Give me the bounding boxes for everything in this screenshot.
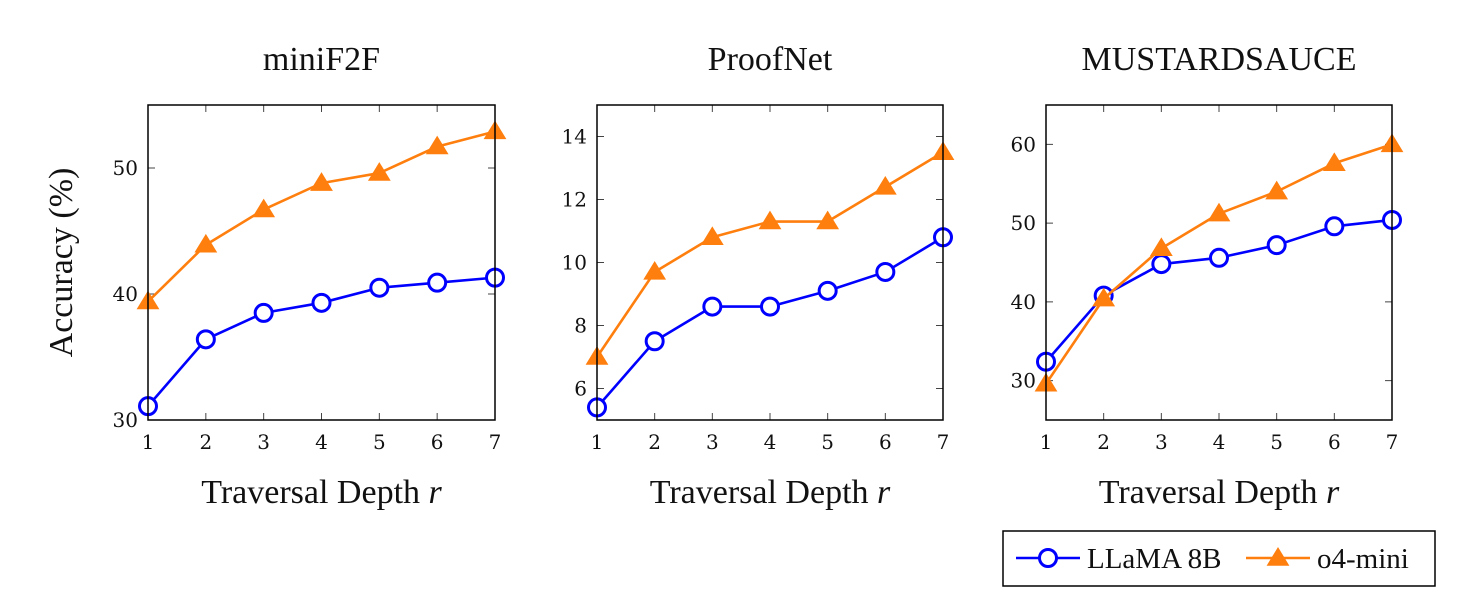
y-tick-label: 40	[113, 282, 138, 306]
chart-panel-3: MUSTARDSAUCE 1 2 3 4 5 6 7 30 40 50 60 Traversal Dep…	[1011, 41, 1404, 511]
data-point	[1209, 247, 1229, 268]
data-point	[195, 329, 216, 350]
data-point	[1322, 152, 1346, 171]
x-axis-label: Traversal Depth r	[650, 474, 891, 511]
y-tick-label: 8	[574, 314, 587, 338]
y-tick-label: 60	[1011, 132, 1036, 156]
data-point	[252, 198, 276, 218]
data-point	[253, 302, 274, 323]
y-tick-label: 40	[1011, 290, 1036, 314]
y-tick-label: 10	[562, 251, 587, 275]
chart-title: miniF2F	[263, 41, 380, 78]
data-point	[816, 210, 840, 230]
data-point	[644, 331, 665, 352]
y-tick-label: 50	[113, 156, 138, 180]
x-axis-label: Traversal Depth r	[201, 474, 442, 511]
axes-frame	[596, 104, 944, 421]
data-point	[1324, 216, 1345, 237]
x-tick-label: 4	[315, 430, 328, 454]
y-tick-label: 30	[113, 408, 138, 432]
data-point	[700, 226, 724, 245]
data-point	[758, 210, 782, 230]
x-tick-label: 4	[1213, 430, 1226, 454]
data-point	[369, 277, 390, 298]
data-point	[1265, 180, 1289, 200]
data-point	[875, 261, 896, 282]
x-tick-label: 7	[489, 430, 502, 454]
x-tick-label: 1	[591, 430, 604, 454]
x-tick-label: 5	[821, 430, 834, 454]
x-tick-label: 7	[937, 430, 950, 454]
legend-triangle-marker-icon	[1266, 547, 1290, 566]
y-tick-label: 14	[562, 125, 587, 149]
x-tick-label: 4	[764, 430, 777, 454]
x-tick-label: 5	[373, 430, 386, 454]
chart-title: ProofNet	[708, 41, 833, 78]
data-point	[873, 175, 897, 195]
data-point	[310, 172, 333, 191]
data-point	[702, 296, 723, 317]
data-point	[643, 260, 667, 280]
axes-frame	[147, 104, 496, 421]
x-axis-label: Traversal Depth r	[1099, 474, 1340, 511]
x-tick-label: 6	[431, 430, 444, 454]
data-point	[1149, 237, 1173, 257]
y-tick-label: 6	[574, 377, 587, 401]
data-point	[1092, 287, 1116, 307]
x-tick-label: 3	[706, 430, 719, 454]
data-point	[817, 280, 838, 301]
x-tick-label: 3	[257, 430, 270, 454]
x-tick-label: 7	[1386, 430, 1399, 454]
data-point	[367, 162, 391, 181]
x-tick-label: 2	[199, 430, 212, 454]
x-tick-label: 2	[648, 430, 661, 454]
y-tick-label: 50	[1011, 211, 1036, 235]
series-line-llama	[596, 236, 944, 409]
y-axis-label: Accuracy (%)	[43, 168, 80, 358]
axes-frame	[1045, 104, 1393, 421]
data-point	[194, 233, 218, 253]
chart-panel-1: miniF2F 1 2 3 4 5 6 7 30 40 50 Traversal Depth r Acc…	[43, 41, 507, 511]
data-point	[1266, 235, 1287, 256]
legend-label: LLaMA 8B	[1087, 543, 1222, 575]
data-point	[760, 296, 780, 317]
data-point	[311, 292, 332, 313]
x-tick-label: 6	[879, 430, 892, 454]
series-line-o4mini	[595, 151, 944, 358]
chart-title: MUSTARDSAUCE	[1082, 41, 1357, 78]
legend-label: o4-mini	[1317, 543, 1409, 575]
y-tick-label: 30	[1011, 369, 1036, 393]
x-tick-label: 6	[1328, 430, 1341, 454]
legend-circle-marker-icon	[1038, 548, 1058, 568]
data-point	[427, 272, 448, 293]
y-tick-label: 12	[562, 188, 587, 212]
legend: LLaMA 8B o4-mini	[1002, 530, 1436, 587]
x-tick-label: 5	[1270, 430, 1283, 454]
x-tick-label: 3	[1155, 430, 1168, 454]
data-point	[1207, 202, 1231, 222]
data-point	[425, 135, 449, 155]
x-tick-label: 2	[1097, 430, 1110, 454]
x-tick-label: 1	[1040, 430, 1053, 454]
data-point	[1151, 254, 1172, 275]
x-tick-label: 1	[142, 430, 155, 454]
